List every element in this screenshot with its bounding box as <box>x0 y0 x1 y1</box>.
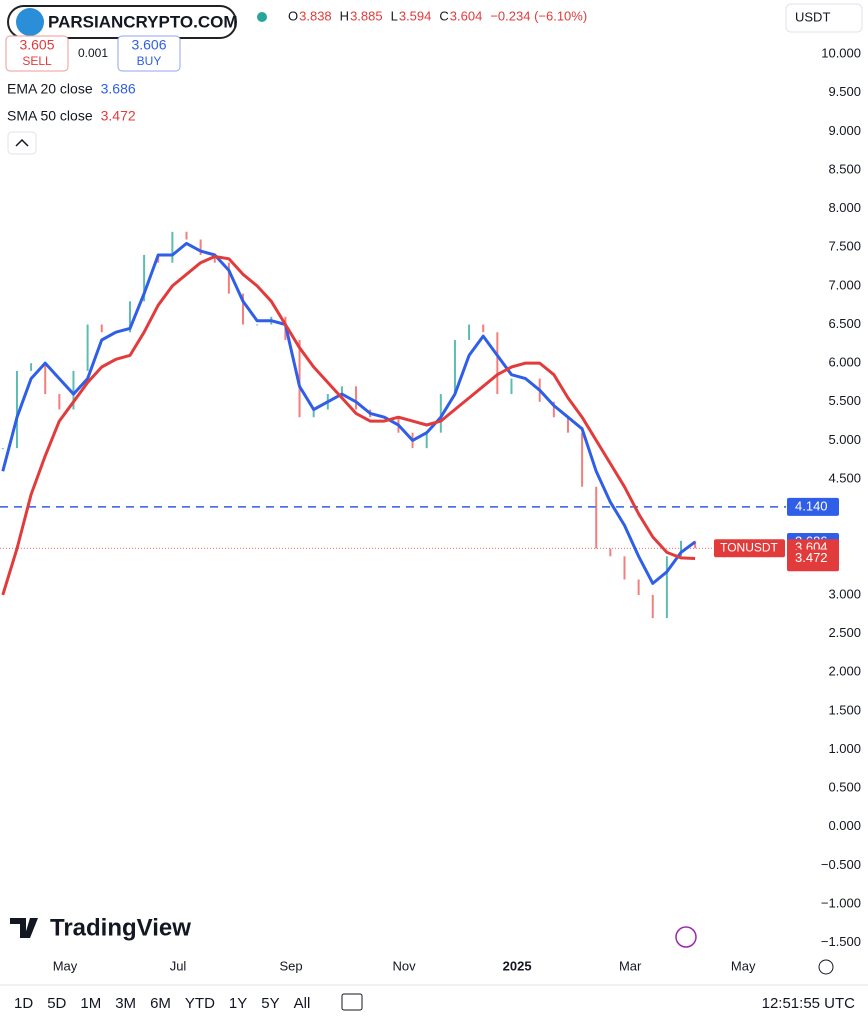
y-tick-label: 0.500 <box>828 780 861 795</box>
ohlc: O 3.838 H 3.885 L 3.594 C 3.604 <box>288 8 482 23</box>
range-button[interactable]: 3M <box>115 995 136 1012</box>
y-tick-label: −0.500 <box>821 857 861 872</box>
x-tick-label: Mar <box>619 958 642 973</box>
ohlc-value: 3.838 <box>299 8 332 23</box>
y-tick-label: 0.000 <box>828 818 861 833</box>
y-tick-label: 7.500 <box>828 239 861 254</box>
y-tick-label: 4.500 <box>828 470 861 485</box>
y-tick-label: 5.000 <box>828 432 861 447</box>
range-button[interactable]: 6M <box>150 995 171 1012</box>
indicator-name: SMA 50 close <box>7 108 93 124</box>
x-tick-label: Nov <box>393 958 417 973</box>
flash-icon[interactable] <box>675 926 697 948</box>
y-tick-label: 6.000 <box>828 355 861 370</box>
sell-label[interactable]: SELL <box>22 54 52 68</box>
range-button[interactable]: All <box>294 995 311 1012</box>
logo-icon <box>10 918 38 938</box>
watermark: PARSIANCRYPTO.COM <box>48 12 238 31</box>
sell-button[interactable] <box>5 35 69 72</box>
y-tick-label: 2.000 <box>828 664 861 679</box>
plot: 10.50010.0009.5009.0008.5008.0007.5007.0… <box>0 7 861 973</box>
y-tick-label: 9.500 <box>828 84 861 99</box>
buy-price[interactable]: 3.606 <box>131 37 166 53</box>
y-tick-label: 1.500 <box>828 702 861 717</box>
spread: 0.001 <box>78 46 108 60</box>
indicator-name: EMA 20 close <box>7 81 93 97</box>
indicator-line <box>1 241 696 585</box>
bottom-bar: 1D 5D 1M 3M 6M YTD 1Y 5Y All <box>14 995 310 1012</box>
ohlc-key: C <box>439 8 448 23</box>
indicator-value: 3.686 <box>101 81 136 97</box>
compare-icon[interactable] <box>341 993 363 1011</box>
indicator-value: 3.472 <box>101 108 136 124</box>
ohlc-value: 3.885 <box>350 8 383 23</box>
y-tick-label: −1.000 <box>821 895 861 910</box>
y-tick-label: 2.500 <box>828 625 861 640</box>
y-tick-label: 8.000 <box>828 200 861 215</box>
y-tick-label: 6.500 <box>828 316 861 331</box>
range-button[interactable]: 5D <box>47 995 66 1012</box>
indicator-line <box>1 255 696 596</box>
y-tick-label: 7.000 <box>828 277 861 292</box>
price-label-box <box>787 497 839 516</box>
x-tick-label: May <box>731 958 756 973</box>
y-tick-label: 10.000 <box>821 46 861 61</box>
y-tick-label: 5.500 <box>828 393 861 408</box>
y-tick-label: 1.000 <box>828 741 861 756</box>
x-tick-label: 2025 <box>503 958 532 973</box>
price-label: 3.472 <box>795 550 828 565</box>
ohlc-key: O <box>288 8 298 23</box>
x-tick-label: Jul <box>170 958 187 973</box>
status-dot <box>257 12 267 22</box>
collapse-button[interactable] <box>7 131 37 155</box>
ohlc-value: 3.594 <box>399 8 432 23</box>
range-button[interactable]: 1D <box>14 995 33 1012</box>
currency[interactable]: USDT <box>795 9 830 24</box>
range-button[interactable]: 5Y <box>261 995 279 1012</box>
indicators: EMA 20 close 3.686 SMA 50 close 3.472 <box>7 81 136 124</box>
buy-label[interactable]: BUY <box>137 54 162 68</box>
settings-icon[interactable] <box>818 959 834 975</box>
change: −0.234 (−6.10%) <box>490 8 587 23</box>
buy-button[interactable] <box>117 35 181 72</box>
logo: TradingView <box>50 914 191 941</box>
price-label-box <box>787 549 839 568</box>
y-tick-label: 8.500 <box>828 161 861 176</box>
range-button[interactable]: YTD <box>185 995 215 1012</box>
collapse-icon[interactable] <box>15 138 29 147</box>
x-tick-label: May <box>53 958 78 973</box>
price-label: 4.140 <box>795 498 828 513</box>
symbol-box <box>714 539 785 558</box>
sell-price[interactable]: 3.605 <box>19 37 54 53</box>
ohlc-value: 3.604 <box>450 8 483 23</box>
x-tick-label: Sep <box>279 958 302 973</box>
watermark-icon <box>16 8 44 36</box>
clock: 12:51:55 UTC <box>762 995 856 1012</box>
range-button[interactable]: 1M <box>80 995 101 1012</box>
y-tick-label: 9.000 <box>828 123 861 138</box>
currency-button[interactable] <box>785 3 863 33</box>
symbol: TONUSDT <box>720 540 778 554</box>
range-button[interactable]: 1Y <box>229 995 247 1012</box>
ohlc-key: L <box>391 8 398 23</box>
y-tick-label: 3.000 <box>828 586 861 601</box>
ohlc-key: H <box>340 8 349 23</box>
y-tick-label: −1.500 <box>821 934 861 949</box>
